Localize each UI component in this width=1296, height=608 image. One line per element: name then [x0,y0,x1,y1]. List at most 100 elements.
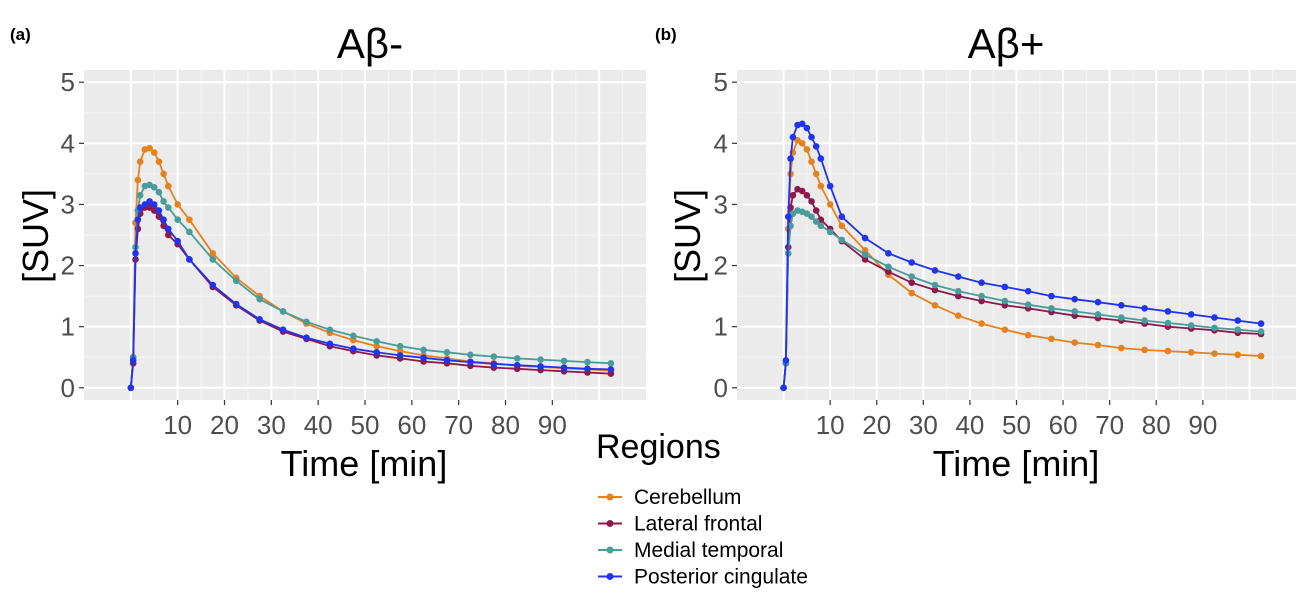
chart-title-b: Aβ+ [968,20,1045,67]
panel-label-a: (a) [10,25,31,44]
data-point-cerebellum [794,136,801,144]
data-point-posterior-cingulate [537,363,544,370]
data-point-medial-temporal [155,188,163,196]
data-point-posterior-cingulate [303,334,310,341]
data-point-posterior-cingulate [826,182,834,190]
data-point-posterior-cingulate [174,237,181,245]
data-point-medial-temporal [885,263,892,271]
plot-area-b: 0 1 2 3 4 5 10 20 30 40 50 60 70 80 90 [714,67,1296,440]
data-point-medial-temporal [174,216,181,224]
data-point-posterior-cingulate [1048,292,1055,300]
x-tick-label: 70 [444,410,473,440]
data-point-lateral-frontal [931,286,939,294]
data-point-medial-temporal [1211,324,1218,332]
y-tick-label: 1 [714,312,728,342]
data-point-medial-temporal [584,358,591,366]
y-tick-label: 4 [61,128,75,158]
data-point-medial-temporal [150,184,158,191]
data-point-posterior-cingulate [136,204,144,211]
x-tick-label: 10 [816,410,845,440]
data-point-medial-temporal [954,287,962,295]
data-point-medial-temporal [420,346,427,354]
data-point-cerebellum [174,201,181,208]
data-point-cerebellum [150,149,158,156]
data-point-cerebellum [954,312,962,319]
data-point-posterior-cingulate [1187,311,1195,318]
x-tick-label: 20 [210,410,239,440]
data-point-cerebellum [826,201,834,208]
data-point-medial-temporal [560,357,568,365]
data-point-posterior-cingulate [256,316,263,323]
data-point-medial-temporal [165,204,172,211]
data-point-cerebellum [134,176,142,184]
y-tick-label: 3 [714,189,728,219]
data-point-posterior-cingulate [141,201,149,208]
legend-label-posterior-cingulate: Posterior cingulate [634,566,808,589]
data-point-medial-temporal [1141,317,1148,324]
data-point-cerebellum [1118,344,1125,352]
data-point-cerebellum [812,170,820,178]
data-point-medial-temporal [1071,308,1079,315]
x-tick-label: 40 [304,410,333,440]
data-point-medial-temporal [1001,297,1009,305]
data-point-posterior-cingulate [513,361,521,369]
data-point-cerebellum [136,158,144,165]
data-point-posterior-cingulate [780,384,787,392]
data-point-posterior-cingulate [838,213,846,220]
y-tick-label: 3 [61,189,75,219]
data-point-posterior-cingulate [931,267,939,274]
legend-label-cerebellum: Cerebellum [634,486,741,509]
data-point-posterior-cingulate [150,201,158,208]
data-point-medial-temporal [1164,319,1172,327]
data-point-posterior-cingulate [132,250,139,257]
data-point-posterior-cingulate [808,133,815,141]
plot-area-a: 0 1 2 3 4 5 10 20 30 40 50 60 70 80 90 [61,67,646,440]
x-tick-label: 90 [538,410,567,440]
data-point-posterior-cingulate [817,155,825,162]
data-point-medial-temporal [838,236,846,244]
legend-label-medial-temporal: Medial temporal [634,539,783,562]
data-point-medial-temporal [256,295,263,303]
data-point-lateral-frontal [165,231,172,239]
legend-label-lateral-frontal: Lateral frontal [634,513,762,536]
x-tick-label: 30 [257,410,286,440]
data-point-posterior-cingulate [490,360,498,368]
data-point-medial-temporal [513,355,521,362]
data-point-posterior-cingulate [134,216,142,224]
legend-key-point-posterior-cingulate [606,573,614,580]
data-point-medial-temporal [1257,328,1265,335]
data-point-posterior-cingulate [129,356,137,364]
data-point-cerebellum [817,182,825,190]
data-point-cerebellum [165,182,172,190]
data-point-medial-temporal [537,356,544,363]
data-point-medial-temporal [808,213,815,220]
data-point-lateral-frontal [789,191,797,199]
legend-title: Regions [596,428,721,466]
data-point-medial-temporal [978,292,985,300]
data-point-posterior-cingulate [1024,287,1032,295]
data-point-posterior-cingulate [165,225,172,233]
data-point-medial-temporal [908,273,915,280]
data-point-posterior-cingulate [1234,317,1242,324]
y-tick-label: 2 [714,251,728,281]
data-point-lateral-frontal [146,204,153,211]
data-point-posterior-cingulate [908,259,915,266]
legend-key-point-lateral-frontal [606,520,614,527]
data-point-medial-temporal [1048,305,1055,312]
data-point-posterior-cingulate [861,234,869,242]
data-point-cerebellum [978,320,985,327]
data-point-posterior-cingulate [782,356,790,364]
data-point-medial-temporal [279,308,287,315]
data-point-medial-temporal [326,326,334,334]
data-point-medial-temporal [396,342,404,350]
data-point-cerebellum [1164,347,1172,355]
data-point-posterior-cingulate [803,124,811,132]
data-point-posterior-cingulate [326,340,334,348]
y-tick-label: 1 [61,312,75,342]
panel-a: (a) Aβ- 0 1 2 3 4 5 10 20 30 40 50 60 70 80 90 Time [m… [10,20,646,484]
data-point-posterior-cingulate [1094,298,1102,306]
y-tick-label: 5 [61,67,75,97]
data-point-medial-temporal [186,228,193,236]
data-point-lateral-frontal [978,297,985,305]
